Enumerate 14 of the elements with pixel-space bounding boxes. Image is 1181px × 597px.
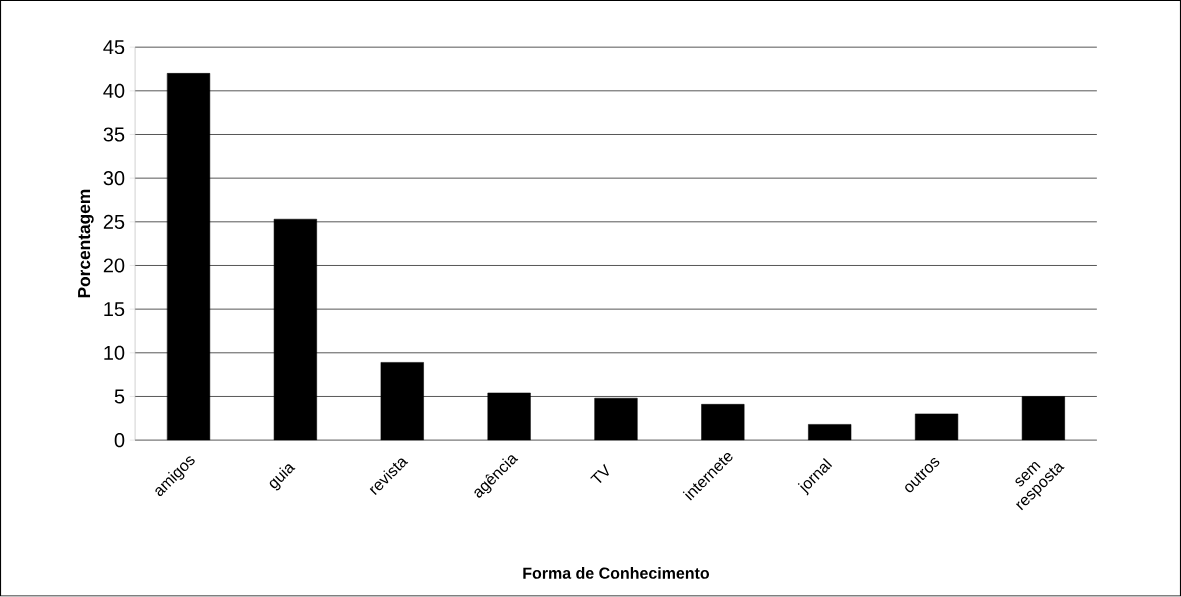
y-tick-label: 40	[103, 83, 125, 99]
y-tick-label: 5	[114, 389, 125, 404]
y-tick-label: 25	[103, 214, 125, 230]
y-tick-label: 30	[103, 171, 125, 186]
y-axis-title: Porcentagem	[78, 190, 94, 298]
y-tick-label: 15	[104, 302, 125, 317]
y-tick-label: 35	[103, 127, 125, 142]
y-tick-label: 0	[114, 433, 125, 448]
x-tick-label: guia	[269, 464, 296, 491]
x-axis-title: Forma de Conhecimento	[523, 567, 710, 580]
y-tick-label: 45	[103, 40, 125, 55]
y-tick-label: 10	[104, 345, 125, 361]
y-tick-label: 20	[103, 258, 125, 273]
x-tick-label: TV	[590, 464, 609, 484]
